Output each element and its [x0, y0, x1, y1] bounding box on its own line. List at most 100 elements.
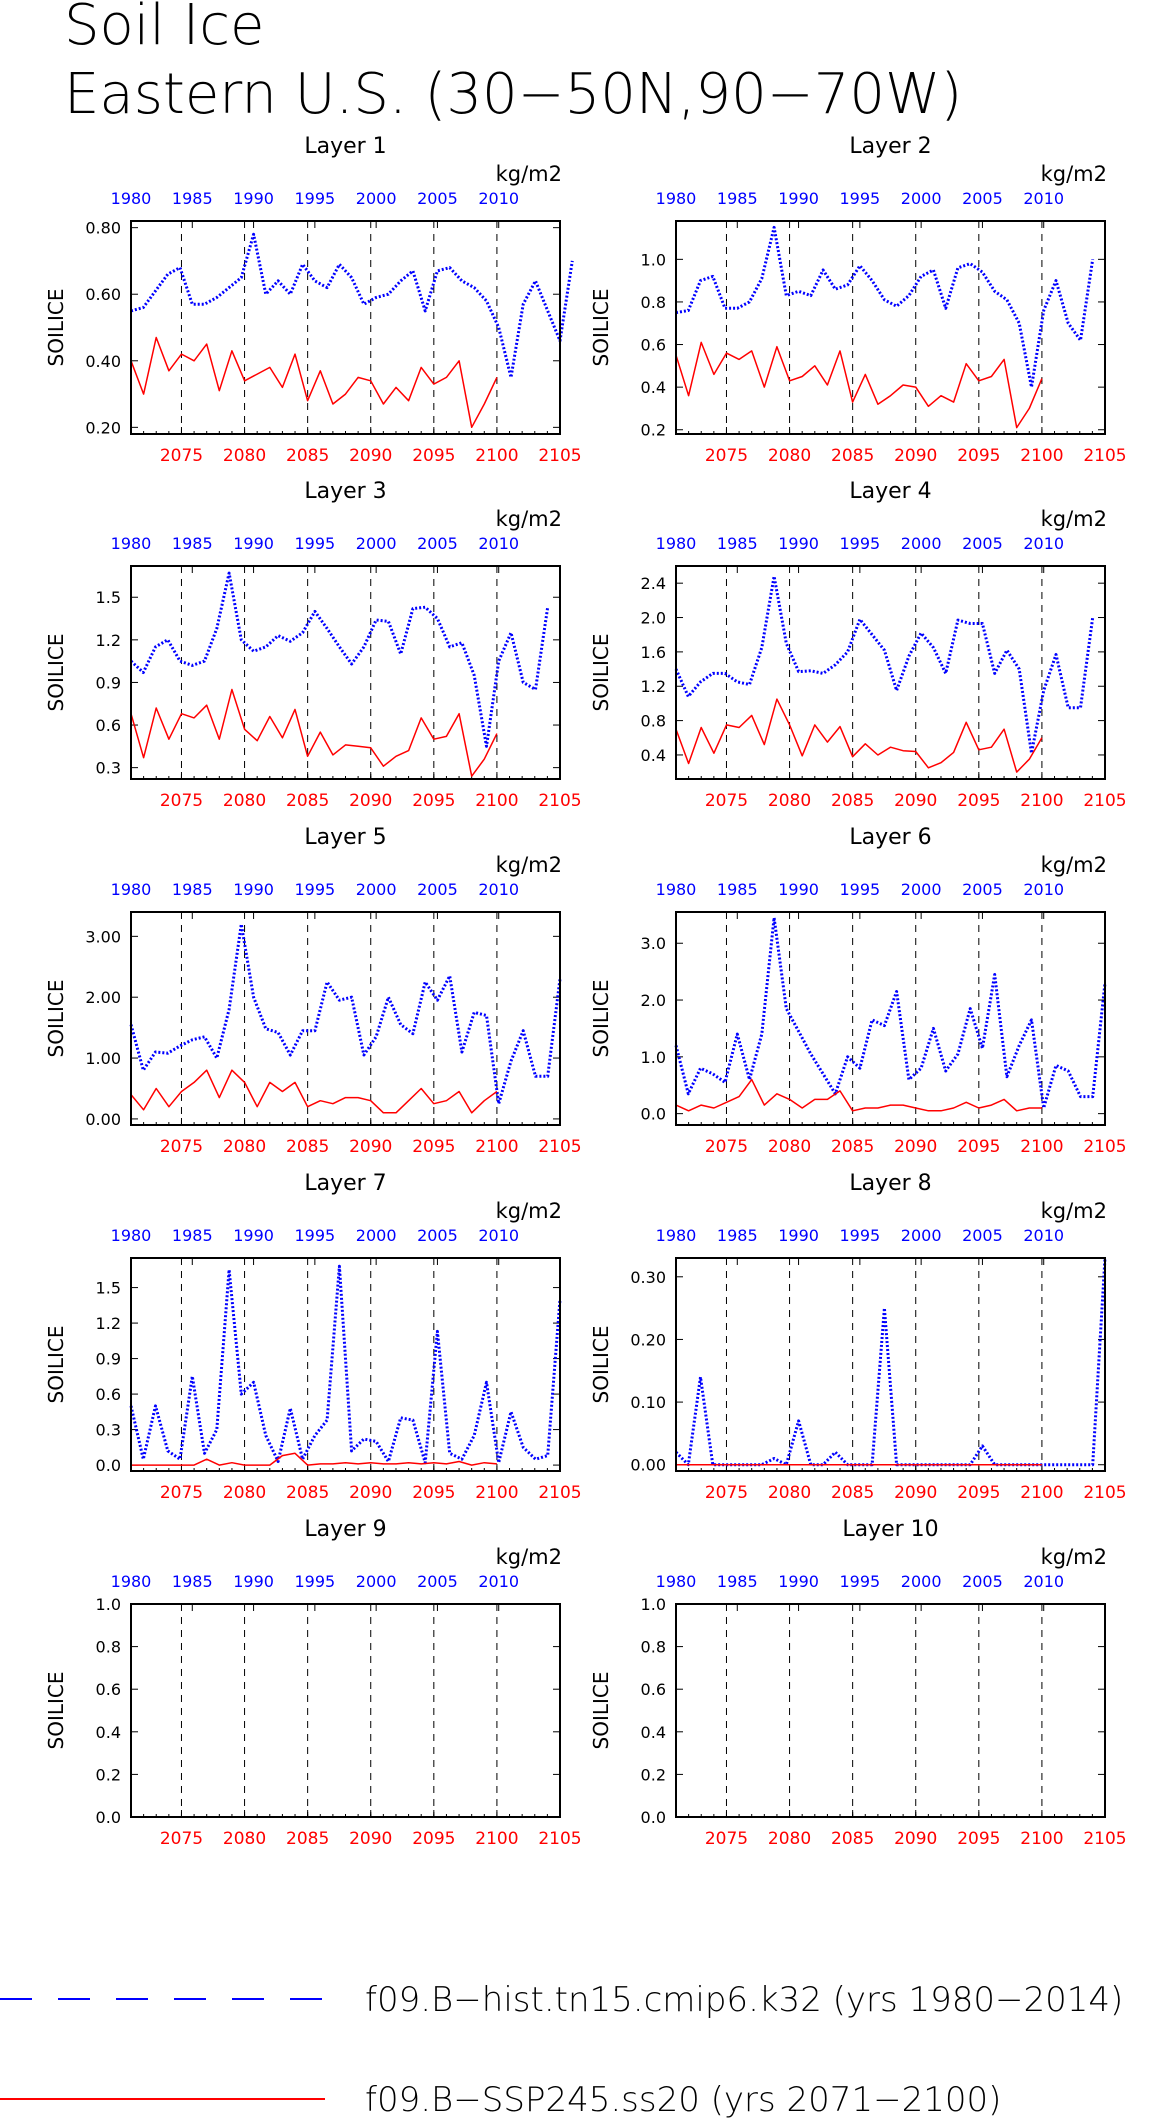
- series-ssp-line: [130, 336, 498, 429]
- y-tick-label: 2.0: [641, 609, 666, 628]
- panel-title: Layer 1: [304, 134, 386, 159]
- y-tick-label: 0.6: [96, 716, 121, 735]
- top-tick-label: 1985: [172, 880, 213, 899]
- top-tick-label: 1980: [656, 189, 697, 208]
- bottom-tick-label: 2090: [349, 446, 392, 466]
- y-tick-label: 0.8: [96, 1638, 121, 1657]
- plot-frame: [130, 220, 561, 435]
- y-tick-label: 1.6: [641, 643, 666, 662]
- bottom-tick-label: 2085: [286, 1829, 329, 1849]
- top-tick-label: 2000: [356, 1226, 397, 1245]
- top-tick-label: 1995: [839, 189, 880, 208]
- top-tick-label: 1980: [111, 189, 152, 208]
- top-tick-label: 1990: [233, 880, 274, 899]
- y-axis-label: SOILICE: [589, 1672, 613, 1750]
- bottom-tick-label: 2085: [286, 446, 329, 466]
- bottom-tick-label: 2100: [475, 446, 518, 466]
- panel-units: kg/m2: [496, 1545, 562, 1569]
- y-tick-label: 1.2: [96, 631, 121, 650]
- top-tick-label: 2005: [417, 1226, 458, 1245]
- bottom-tick-label: 2105: [538, 1137, 581, 1157]
- top-tick-label: 1990: [233, 534, 274, 553]
- panel-8: Layer 8 kg/m2 1980 1985 1990 1995 2000 2005 2010…: [589, 1171, 1127, 1503]
- panel-9: Layer 9 kg/m2 1980 1985 1990 1995 2000 2005 2010…: [44, 1517, 582, 1849]
- top-tick-label: 1980: [111, 534, 152, 553]
- bottom-tick-label: 2100: [1020, 446, 1063, 466]
- bottom-tick-label: 2085: [286, 791, 329, 811]
- top-tick-label: 2005: [962, 189, 1003, 208]
- top-tick-label: 1985: [717, 1572, 758, 1591]
- panel-units: kg/m2: [496, 162, 562, 186]
- bottom-tick-label: 2105: [1083, 1829, 1126, 1849]
- y-tick-label: 0.20: [630, 1330, 666, 1349]
- y-tick-label: 2.4: [641, 574, 666, 593]
- panel-5: Layer 5 kg/m2 1980 1985 1990 1995 2000 2005 2010…: [44, 825, 582, 1157]
- top-tick-label: 2000: [356, 189, 397, 208]
- top-tick-label: 1990: [233, 1572, 274, 1591]
- top-tick-label: 2010: [478, 189, 519, 208]
- top-tick-label: 2005: [962, 1572, 1003, 1591]
- panel-units: kg/m2: [496, 1199, 562, 1223]
- y-tick-label: 0.0: [641, 1808, 666, 1827]
- top-tick-label: 1995: [294, 1572, 335, 1591]
- top-tick-label: 2010: [1023, 1226, 1064, 1245]
- y-tick-label: 1.00: [85, 1049, 121, 1068]
- bottom-tick-label: 2100: [1020, 1829, 1063, 1849]
- bottom-tick-label: 2090: [894, 1483, 937, 1503]
- bottom-tick-label: 2080: [768, 791, 811, 811]
- panel-units: kg/m2: [1041, 1545, 1107, 1569]
- y-tick-label: 0.3: [96, 1421, 121, 1440]
- plot-frame: [130, 1603, 561, 1818]
- bottom-tick-label: 2080: [768, 1137, 811, 1157]
- y-tick-label: 1.2: [641, 677, 666, 696]
- series-ssp-line: [675, 1078, 1042, 1112]
- top-tick-label: 1990: [778, 534, 819, 553]
- series-hist-line: [674, 916, 1107, 1110]
- series-ssp-line: [131, 1452, 497, 1466]
- top-tick-label: 2000: [901, 189, 942, 208]
- bottom-tick-label: 2075: [705, 791, 748, 811]
- plot-frame: [130, 565, 561, 780]
- series-ssp-line: [675, 698, 1043, 773]
- panel-4: Layer 4 kg/m2 1980 1985 1990 1995 2000 2005 2010…: [589, 479, 1127, 811]
- bottom-tick-label: 2080: [768, 1483, 811, 1503]
- y-axis-label: SOILICE: [589, 289, 613, 367]
- bottom-tick-label: 2100: [475, 1483, 518, 1503]
- y-tick-label: 0.8: [641, 1638, 666, 1657]
- y-axis-label: SOILICE: [44, 1672, 68, 1750]
- bottom-tick-label: 2090: [349, 791, 392, 811]
- plot-frame: [675, 220, 1106, 435]
- top-tick-label: 1980: [656, 534, 697, 553]
- bottom-tick-label: 2105: [538, 1829, 581, 1849]
- bottom-tick-label: 2090: [349, 1483, 392, 1503]
- panel-6: Layer 6 kg/m2 1980 1985 1990 1995 2000 2005 2010…: [589, 825, 1127, 1157]
- y-tick-label: 0.0: [96, 1808, 121, 1827]
- figure-subtitle: Eastern U.S. (30−50N,90−70W): [64, 62, 962, 127]
- series-hist-line: [129, 922, 562, 1106]
- series-ssp-line: [130, 688, 498, 777]
- bottom-tick-label: 2090: [349, 1829, 392, 1849]
- plot-frame: [675, 1603, 1106, 1818]
- plot-frame: [130, 1257, 561, 1472]
- figure-title: Soil Ice: [64, 0, 264, 58]
- series-ssp-line: [675, 341, 1043, 429]
- top-tick-label: 1995: [294, 534, 335, 553]
- panel-units: kg/m2: [496, 507, 562, 531]
- y-tick-label: 3.00: [85, 927, 121, 946]
- plot-frame: [675, 1257, 1106, 1472]
- y-tick-label: 0.80: [85, 219, 121, 238]
- top-tick-label: 1985: [717, 1226, 758, 1245]
- bottom-tick-label: 2090: [894, 446, 937, 466]
- y-tick-label: 1.5: [96, 1279, 121, 1298]
- y-tick-label: 3.0: [641, 934, 666, 953]
- top-tick-label: 1985: [172, 534, 213, 553]
- bottom-tick-label: 2080: [223, 1483, 266, 1503]
- panel-title: Layer 6: [849, 825, 931, 850]
- top-tick-label: 1985: [717, 189, 758, 208]
- bottom-tick-label: 2075: [160, 791, 203, 811]
- bottom-tick-label: 2080: [223, 446, 266, 466]
- series-hist-line: [674, 574, 1095, 755]
- panel-units: kg/m2: [1041, 1199, 1107, 1223]
- bottom-tick-label: 2080: [223, 1137, 266, 1157]
- top-tick-label: 1980: [656, 1226, 697, 1245]
